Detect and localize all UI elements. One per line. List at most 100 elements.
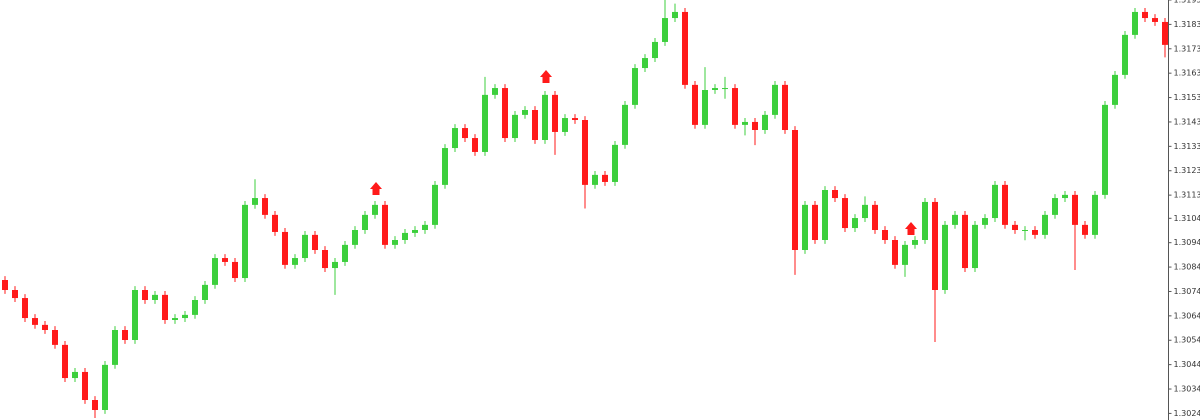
y-tick-label: 1.30640: [1174, 311, 1200, 320]
candle-body: [282, 231, 288, 265]
candle-body: [1102, 104, 1108, 195]
candle-body: [852, 218, 858, 229]
candle-body: [572, 118, 578, 120]
candle-body: [202, 284, 208, 300]
signal-arrow: [905, 222, 917, 235]
candle-body: [402, 232, 408, 240]
y-tick-label: 1.31335: [1174, 142, 1200, 151]
candle-body: [672, 11, 678, 19]
candles: [2, 0, 1168, 419]
candle-body: [832, 190, 838, 199]
candle-body: [392, 240, 398, 245]
candle-body: [472, 138, 478, 152]
y-tick-label: 1.30740: [1174, 287, 1200, 296]
y-tick-label: 1.30440: [1174, 360, 1200, 369]
candle-body: [172, 318, 178, 320]
candle-body: [222, 258, 228, 262]
candle-body: [342, 244, 348, 262]
signal-arrow: [540, 70, 552, 83]
candle-body: [782, 84, 788, 130]
y-tick-label: 1.31135: [1174, 191, 1200, 200]
candle-body: [492, 88, 498, 95]
candle-body: [762, 114, 768, 130]
candle-body: [682, 11, 688, 85]
candle-body: [152, 294, 158, 300]
candle-body: [802, 204, 808, 250]
candle-body: [772, 84, 778, 115]
candle-body: [912, 240, 918, 245]
candle-body: [332, 261, 338, 269]
candle-body: [1122, 34, 1128, 75]
candle-body: [1042, 214, 1048, 235]
candle-body: [862, 204, 868, 219]
candle-body: [382, 204, 388, 245]
candle-body: [942, 224, 948, 290]
y-tick-label: 1.31735: [1174, 44, 1200, 53]
candle-body: [972, 224, 978, 269]
y-tick-label: 1.31040: [1174, 214, 1200, 223]
y-tick-label: 1.31535: [1174, 93, 1200, 102]
candle-body: [752, 121, 758, 130]
candle-body: [322, 250, 328, 269]
candle-body: [1142, 11, 1148, 19]
candle-body: [662, 18, 668, 42]
candle-body: [1162, 21, 1168, 45]
candle-body: [842, 198, 848, 229]
candle-body: [12, 290, 18, 299]
candle-body: [312, 234, 318, 250]
candle-body: [52, 330, 58, 345]
candle-body: [82, 371, 88, 400]
y-tick-label: 1.31235: [1174, 166, 1200, 175]
candle-body: [1072, 194, 1078, 225]
candle-body: [732, 88, 738, 125]
candle-body: [252, 198, 258, 205]
candle-body: [352, 230, 358, 245]
candle-body: [1112, 74, 1118, 105]
signal-arrow: [370, 182, 382, 195]
candle-body: [562, 118, 568, 132]
candle-body: [1082, 224, 1088, 235]
candle-body: [592, 174, 598, 185]
candle-body: [512, 114, 518, 139]
candle-body: [892, 240, 898, 265]
candle-body: [992, 184, 998, 219]
candle-body: [632, 68, 638, 105]
candle-body: [192, 300, 198, 315]
candle-body: [692, 84, 698, 125]
candle-body: [232, 261, 238, 279]
candle-body: [812, 204, 818, 240]
candle-body: [542, 94, 548, 140]
y-tick-label: 1.30840: [1174, 263, 1200, 272]
candle-body: [42, 324, 48, 330]
candle-body: [1152, 18, 1158, 22]
y-tick-label: 1.30540: [1174, 336, 1200, 345]
candle-body: [462, 128, 468, 139]
candle-body: [362, 214, 368, 230]
candle-body: [92, 400, 98, 410]
candle-body: [872, 204, 878, 230]
candle-body: [132, 290, 138, 340]
candle-body: [1002, 184, 1008, 225]
candle-body: [742, 121, 748, 125]
candle-body: [552, 94, 558, 132]
candle-body: [452, 128, 458, 149]
candle-body: [182, 314, 188, 319]
candle-body: [2, 280, 8, 290]
candle-body: [922, 201, 928, 240]
candle-body: [72, 371, 78, 379]
candle-body: [1022, 230, 1028, 231]
candle-body: [622, 104, 628, 145]
candle-body: [952, 214, 958, 225]
signal-arrows: [370, 70, 917, 235]
candle-body: [422, 224, 428, 230]
candle-body: [882, 230, 888, 240]
candle-body: [372, 204, 378, 215]
candle-body: [412, 230, 418, 233]
y-tick-label: 1.30940: [1174, 238, 1200, 247]
candle-body: [902, 244, 908, 265]
y-tick-label: 1.31435: [1174, 117, 1200, 126]
candle-body: [112, 330, 118, 365]
candle-body: [712, 88, 718, 90]
